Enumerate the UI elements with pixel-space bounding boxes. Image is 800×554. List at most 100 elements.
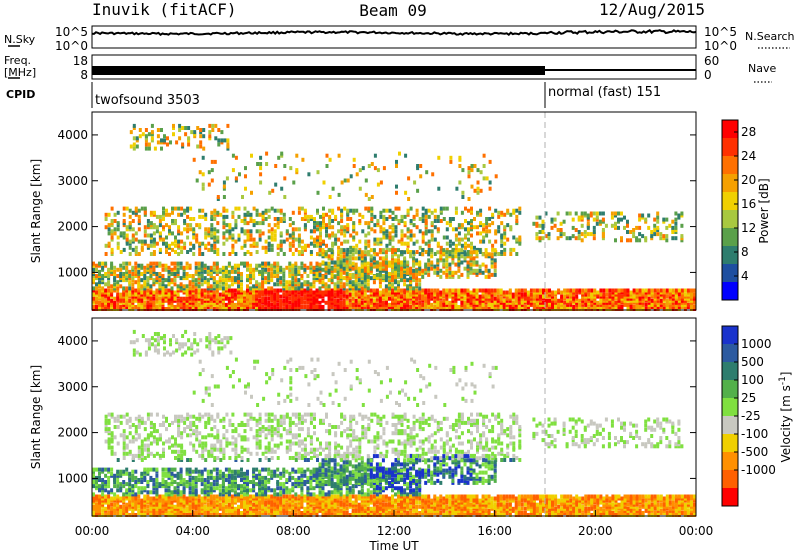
heatmap-cell <box>282 298 286 303</box>
heatmap-cell <box>331 210 335 215</box>
heatmap-cell <box>264 296 268 301</box>
heatmap-cell <box>457 292 461 297</box>
heatmap-cell <box>218 298 222 303</box>
heatmap-cell <box>430 221 434 226</box>
colorbar-frame <box>721 119 739 301</box>
heatmap-cell <box>488 223 492 228</box>
heatmap-cell <box>128 261 132 266</box>
heatmap-cell <box>565 211 569 216</box>
heatmap-cell <box>445 268 449 273</box>
heatmap-cell <box>316 221 319 226</box>
heatmap-cell <box>424 250 428 254</box>
heatmap-cell <box>485 252 489 256</box>
heatmap-cell <box>206 302 210 307</box>
heatmap-cell <box>149 498 153 503</box>
heatmap-cell <box>355 243 359 248</box>
heatmap-cell <box>288 269 292 274</box>
heatmap-cell <box>185 506 189 511</box>
heatmap-cell <box>203 305 207 309</box>
heatmap-cell <box>203 292 207 297</box>
heatmap-cell <box>363 262 367 267</box>
heatmap-cell <box>360 272 364 277</box>
heatmap-cell <box>357 272 361 277</box>
heatmap-cell <box>288 292 292 297</box>
heatmap-cell <box>318 272 322 277</box>
heatmap-cell <box>119 496 123 501</box>
heatmap-cell <box>418 252 422 256</box>
heatmap-cell <box>222 231 226 236</box>
heatmap-cell <box>158 231 162 236</box>
heatmap-cell <box>351 263 355 268</box>
heatmap-cell <box>683 302 687 307</box>
heatmap-cell <box>233 506 237 511</box>
heatmap-cell <box>506 237 510 242</box>
heatmap-cell <box>249 296 252 301</box>
heatmap-cell <box>285 502 289 507</box>
heatmap-cell <box>300 261 304 266</box>
heatmap-cell <box>638 225 642 230</box>
heatmap-cell <box>497 225 501 230</box>
heatmap-cell <box>125 288 129 293</box>
heatmap-cell <box>391 305 394 309</box>
heatmap-cell <box>294 278 298 283</box>
heatmap-cell <box>294 267 298 272</box>
heatmap-cell <box>665 225 669 230</box>
heatmap-cell <box>327 261 331 266</box>
heatmap-cell <box>656 296 660 301</box>
heatmap-cell <box>583 211 587 216</box>
heatmap-cell <box>427 272 431 277</box>
heatmap-cell <box>125 206 129 211</box>
heatmap-cell <box>677 292 681 297</box>
heatmap-cell <box>179 276 183 281</box>
heatmap-cell <box>185 302 189 307</box>
heatmap-cell <box>179 298 183 303</box>
heatmap-cell <box>394 225 398 230</box>
heatmap-cell <box>146 263 150 268</box>
heatmap-cell <box>237 284 240 289</box>
nsearch-tick-bottom: 10^0 <box>704 39 737 53</box>
heatmap-cell <box>321 274 325 279</box>
heatmap-cell <box>237 298 240 303</box>
heatmap-cell <box>237 269 240 274</box>
heatmap-cell <box>635 236 639 241</box>
heatmap-cell <box>574 228 578 232</box>
heatmap-cell <box>316 190 320 195</box>
heatmap-cell <box>291 305 295 309</box>
heatmap-cell <box>375 252 379 257</box>
heatmap-cell <box>162 237 165 242</box>
heatmap-cell <box>206 498 210 503</box>
heatmap-cell <box>152 272 156 276</box>
heatmap-cell <box>473 164 477 168</box>
cpid-mode2: normal (fast) 151 <box>548 85 661 100</box>
heatmap-cell <box>439 296 443 301</box>
heatmap-cell <box>297 288 301 293</box>
colorbar-tick-label: 4 <box>741 269 749 283</box>
heatmap-cell <box>351 266 355 271</box>
heatmap-cell <box>358 239 362 244</box>
heatmap-cell <box>505 292 509 297</box>
freq-panel: Freq. [MHz] 18 8 60 0 Nave <box>4 54 776 83</box>
heatmap-cell <box>189 206 193 211</box>
heatmap-cell <box>321 282 325 287</box>
heatmap-cell <box>324 274 328 279</box>
heatmap-cell <box>226 146 230 151</box>
heatmap-cell <box>240 494 243 499</box>
heatmap-cell <box>212 500 216 505</box>
heatmap-cell <box>614 238 617 243</box>
heatmap-cell <box>243 243 247 248</box>
heatmap-cell <box>294 496 298 501</box>
heatmap-cell <box>125 269 129 274</box>
heatmap-cell <box>424 268 428 273</box>
heatmap-cell <box>168 225 171 230</box>
heatmap-cell <box>131 219 135 223</box>
heatmap-cell <box>161 292 165 297</box>
heatmap-cell <box>327 256 331 261</box>
heatmap-cell <box>336 288 340 293</box>
heatmap-cell <box>155 229 159 234</box>
heatmap-cell <box>424 266 428 271</box>
heatmap-cell <box>143 206 147 211</box>
heatmap-cell <box>415 225 419 230</box>
heatmap-cell <box>221 292 225 297</box>
heatmap-cell <box>478 298 482 303</box>
heatmap-cell <box>122 247 126 252</box>
